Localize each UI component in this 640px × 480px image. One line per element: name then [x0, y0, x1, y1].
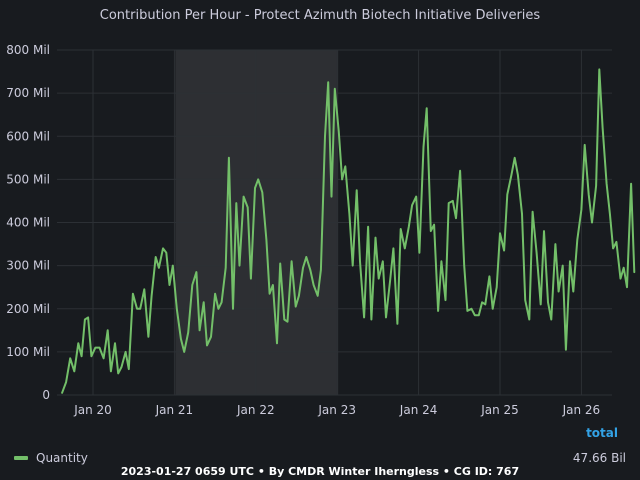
grid-lines [57, 49, 612, 396]
x-axis-ticks: Jan 20 Jan 21 Jan 22 Jan 23 Jan 24 Jan 25 Jan … [73, 403, 600, 417]
x-tick-label: Jan 25 [480, 403, 519, 417]
y-tick-label: 600 Mil [6, 129, 50, 143]
legend-total-header[interactable]: total [586, 426, 618, 440]
y-axis-ticks: 0 100 Mil 200 Mil 300 Mil 400 Mil 500 Mil 600 … [6, 43, 50, 402]
series-layer [61, 68, 636, 394]
x-tick-label: Jan 26 [562, 403, 601, 417]
y-tick-label: 500 Mil [6, 172, 50, 186]
y-tick-label: 200 Mil [6, 302, 50, 316]
x-tick-label: Jan 23 [317, 403, 356, 417]
legend-series-label[interactable]: Quantity [36, 451, 88, 465]
x-tick-label: Jan 20 [73, 403, 112, 417]
y-tick-label: 700 Mil [6, 86, 50, 100]
legend-swatch-icon [14, 456, 28, 460]
x-tick-label: Jan 24 [399, 403, 438, 417]
series-line-quantity [61, 68, 636, 394]
legend[interactable]: Quantity [14, 450, 88, 466]
legend-total-value: 47.66 Bil [572, 451, 626, 465]
x-tick-label: Jan 22 [236, 403, 275, 417]
panel-title: Contribution Per Hour - Protect Azimuth … [99, 8, 541, 23]
footer-credit: 2023-01-27 0659 UTC • By CMDR Winter Ihe… [120, 465, 520, 478]
y-tick-label: 100 Mil [6, 345, 50, 359]
x-tick-label: Jan 21 [155, 403, 194, 417]
y-tick-label: 400 Mil [6, 216, 50, 230]
y-tick-label: 0 [42, 388, 50, 402]
y-tick-label: 300 Mil [6, 259, 50, 273]
y-tick-label: 800 Mil [6, 43, 50, 57]
